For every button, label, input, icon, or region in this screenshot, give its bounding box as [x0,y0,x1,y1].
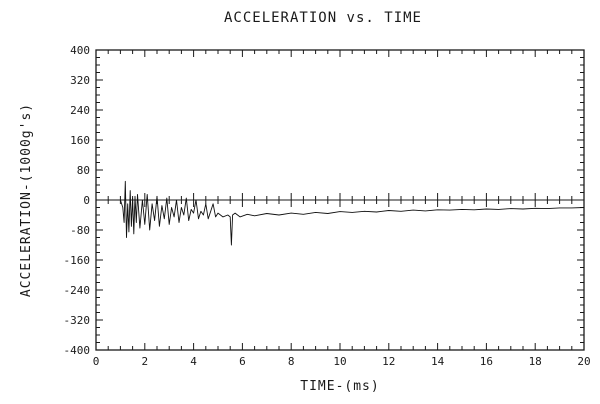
ticks-layer [95,49,585,351]
y-tick-label: 160 [70,134,90,147]
y-tick-label: -240 [64,284,91,297]
x-tick-label: 8 [288,355,295,368]
acceleration-trace [96,180,585,246]
y-tick-label: 320 [70,74,90,87]
y-tick-label: -160 [64,254,91,267]
x-tick-label: 6 [239,355,246,368]
x-tick-label: 16 [480,355,493,368]
chart-title: ACCELERATION vs. TIME [224,10,422,26]
x-tick-label: 0 [93,355,100,368]
y-tick-label: 400 [70,44,90,57]
y-tick-label: 0 [83,194,90,207]
y-tick-label: -80 [70,224,90,237]
x-tick-label: 20 [577,355,590,368]
y-tick-label: -320 [64,314,91,327]
y-axis-label: ACCELERATION-(1000g's) [19,103,34,297]
x-tick-label: 10 [333,355,346,368]
x-tick-label: 18 [529,355,542,368]
y-tick-label: 80 [77,164,90,177]
x-tick-label: 12 [382,355,395,368]
x-tick-label: 2 [141,355,148,368]
x-axis-label: TIME-(ms) [300,379,379,394]
y-tick-label: -400 [64,344,91,357]
x-tick-label: 14 [431,355,445,368]
x-tick-label: 4 [190,355,197,368]
y-tick-label: 240 [70,104,90,117]
